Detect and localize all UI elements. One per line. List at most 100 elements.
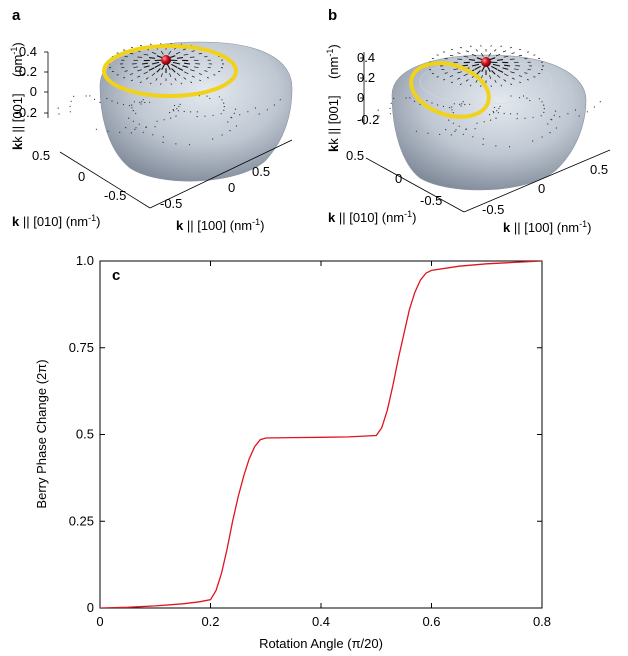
panel-a-z-unit-close: ) — [10, 42, 25, 46]
field-dot — [453, 103, 455, 105]
field-arrow — [191, 50, 195, 52]
field-dot — [510, 95, 512, 97]
field-arrow — [193, 66, 199, 69]
panel-b-z-tick: -0.2 — [357, 112, 379, 127]
field-dot — [462, 133, 464, 135]
panel-b-y-tick: 0 — [395, 171, 402, 186]
panel-b-z-label: kk || [001] — [326, 95, 341, 152]
field-dot — [141, 101, 143, 103]
panel-a-z-tick: -0.2 — [15, 105, 37, 120]
field-dot — [266, 109, 268, 111]
field-dot — [547, 123, 549, 125]
field-arrow — [171, 68, 176, 73]
y-tick-label: 0.25 — [69, 513, 94, 528]
field-dot — [229, 130, 231, 132]
field-arrow — [510, 83, 513, 86]
field-arrow — [503, 55, 509, 58]
field-dot — [465, 128, 467, 131]
field-arrow — [533, 76, 536, 78]
panel-a-z-tick: 0.4 — [19, 44, 37, 59]
field-arrow — [468, 59, 476, 61]
field-arrow — [480, 44, 482, 47]
field-dot — [462, 101, 464, 103]
field-arrow — [151, 72, 156, 77]
field-dot — [448, 119, 450, 121]
field-dot — [518, 97, 521, 99]
field-arrow — [495, 53, 501, 57]
panel-a-z-label-text: k || [001] — [10, 93, 25, 142]
field-arrow — [171, 63, 178, 68]
field-dot — [393, 97, 395, 99]
field-dot — [218, 96, 220, 98]
field-arrow — [204, 70, 208, 72]
field-arrow — [453, 68, 459, 71]
panel-b-z-label-text: k || [001] — [326, 95, 341, 144]
panel-b-z-unit-sup: -1 — [325, 49, 335, 57]
field-dot — [95, 128, 97, 130]
field-dot — [553, 114, 555, 116]
field-dot — [122, 103, 125, 106]
field-arrow — [149, 43, 152, 46]
field-arrow — [526, 79, 530, 81]
field-arrow — [124, 70, 128, 72]
field-dot — [554, 110, 557, 112]
field-dot — [526, 97, 528, 99]
field-dot — [389, 113, 391, 115]
field-dot — [448, 107, 451, 109]
field-arrow — [207, 66, 211, 69]
panel-a-axes — [44, 51, 293, 209]
field-dot — [119, 131, 121, 133]
field-dot — [524, 117, 526, 119]
field-arrow — [139, 81, 142, 84]
field-arrow — [481, 66, 486, 72]
field-dot — [89, 95, 91, 97]
field-arrow — [130, 79, 133, 82]
field-dot — [58, 113, 60, 115]
field-dot — [221, 134, 223, 136]
y-axis-title: Berry Phase Change (2π) — [34, 359, 49, 508]
field-dot — [574, 109, 577, 111]
panel-a-vector-field — [57, 42, 281, 146]
field-arrow — [148, 67, 155, 71]
field-dot — [142, 131, 144, 133]
field-arrow — [457, 52, 461, 54]
field-arrow — [213, 74, 216, 76]
field-arrow — [463, 73, 468, 77]
field-arrow — [511, 77, 515, 80]
field-dot — [455, 129, 457, 131]
field-dot — [451, 109, 453, 111]
field-dot — [550, 118, 552, 120]
field-dot — [99, 101, 101, 103]
field-dot — [177, 110, 179, 112]
field-dot — [162, 136, 164, 138]
field-arrow — [176, 57, 184, 59]
panel-b-fermi-surface — [391, 54, 587, 191]
field-dot — [532, 116, 534, 118]
field-arrow — [145, 77, 149, 80]
panel-b: b 0.4 0.2 0 -0.2 0.5 0 -0.5 -0.5 0 0.5 k… — [325, 7, 611, 235]
panel-a-x-label-k: k — [176, 218, 184, 233]
field-arrow — [129, 53, 134, 55]
field-dot — [497, 112, 499, 114]
field-dot — [516, 118, 518, 120]
field-arrow — [121, 66, 125, 69]
field-dot — [175, 115, 177, 117]
field-dot — [117, 102, 119, 104]
y-tick-label: 0.5 — [76, 427, 94, 442]
field-arrow — [143, 53, 149, 56]
field-dot — [543, 108, 545, 110]
field-dot — [496, 110, 498, 112]
field-arrow — [480, 85, 482, 88]
field-dot — [163, 119, 165, 121]
field-dot — [543, 111, 545, 113]
field-dot — [489, 114, 491, 116]
field-arrow — [180, 82, 183, 85]
field-dot — [57, 107, 59, 109]
field-dot — [538, 98, 541, 100]
field-dot — [474, 128, 476, 130]
field-arrow — [519, 81, 522, 84]
panel-b-y-label: k || [010] (nm-1) — [328, 209, 417, 225]
field-dot — [532, 140, 534, 142]
field-arrow — [513, 68, 519, 71]
field-arrow — [436, 76, 439, 78]
